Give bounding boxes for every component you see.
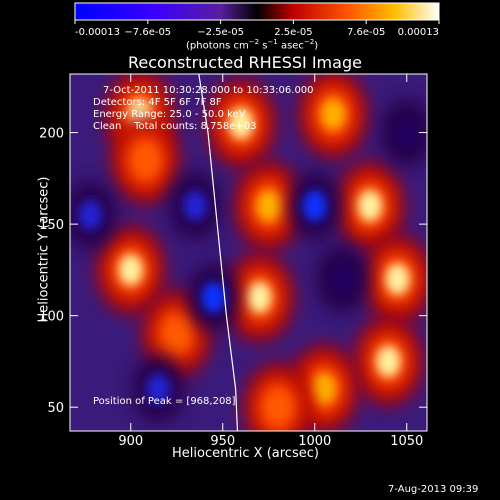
- plot-frame: [69, 73, 428, 432]
- bright-region-core: [247, 281, 272, 313]
- colorbar-tick-label: -0.00013: [75, 27, 120, 38]
- colorbar: [75, 3, 439, 20]
- chart-title: Reconstructed RHESSI Image: [128, 53, 362, 72]
- dark-region-core: [183, 190, 208, 222]
- colorbar-tick-label: −2.5e-05: [197, 27, 244, 38]
- y-tick-label: 100: [39, 310, 64, 325]
- bright-region-core: [133, 144, 158, 176]
- x-tick-label: 1000: [298, 434, 331, 449]
- bright-region-core: [164, 318, 189, 350]
- solar-limb: [198, 74, 239, 431]
- dark-region-core: [330, 263, 355, 295]
- bright-region-core: [118, 254, 143, 286]
- annotation-time: 7-Oct-2011 10:30:28.000 to 10:33:06.000: [103, 85, 314, 96]
- bright-region-core: [321, 98, 346, 130]
- y-tick-label: 200: [39, 127, 64, 142]
- bright-region-core: [357, 190, 382, 222]
- annotation-energy: Energy Range: 25.0 - 50.0 keV: [93, 109, 246, 120]
- colorbar-units: (photons cm−2 s−1 asec−2): [186, 38, 319, 52]
- dark-region-core: [78, 199, 103, 231]
- colorbar-tick-label: 7.6e-05: [347, 27, 385, 38]
- annotation-detectors: Detectors: 4F 5F 6F 7F 8F: [93, 97, 222, 108]
- dark-region-core: [394, 116, 419, 149]
- dark-region-core: [201, 281, 226, 313]
- y-axis-label: Heliocentric Y (arcsec): [36, 176, 52, 323]
- x-axis-label: Heliocentric X (arcsec): [172, 446, 319, 461]
- dark-region-core: [146, 373, 171, 405]
- bright-region-core: [256, 190, 281, 222]
- x-tick-label: 950: [210, 434, 235, 449]
- bright-region-core: [376, 345, 401, 378]
- bright-region-core: [229, 107, 254, 140]
- bright-region-core: [265, 391, 290, 423]
- annotation-method: Clean Total counts: 8.758e+03: [93, 121, 257, 132]
- colorbar-tick-label: 2.5e-05: [274, 27, 312, 38]
- y-tick-label: 150: [39, 218, 64, 233]
- annotation-peak: Position of Peak = [968,208]: [93, 396, 236, 407]
- dark-region-core: [302, 190, 327, 222]
- y-tick-label: 50: [47, 401, 64, 416]
- x-tick-label: 1050: [390, 434, 423, 449]
- colorbar-tick-label: −7.6e-05: [124, 27, 171, 38]
- footer-date: 7-Aug-2013 09:39: [388, 484, 479, 495]
- x-tick-label: 900: [118, 434, 143, 449]
- bright-region-core: [385, 263, 410, 295]
- bright-region-core: [311, 373, 336, 405]
- colorbar-tick-label: 0.00013: [398, 27, 439, 38]
